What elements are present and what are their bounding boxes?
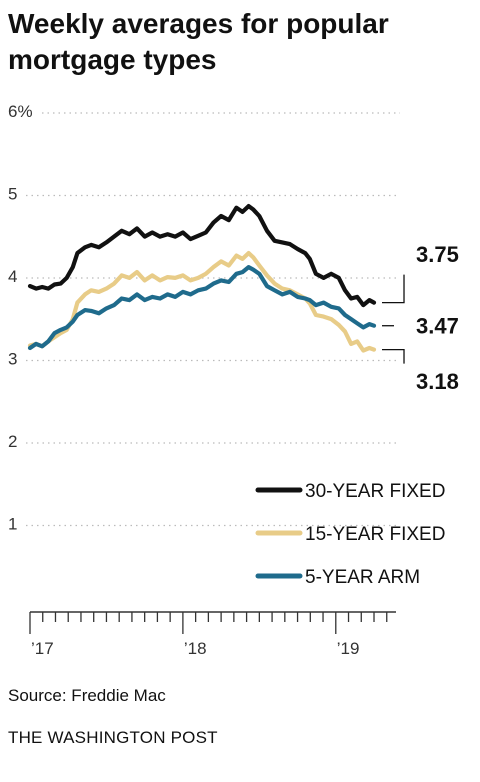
publisher-credit: THE WASHINGTON POST	[8, 728, 218, 747]
end-label-15-year: 3.18	[416, 369, 459, 394]
x-tick-label-’18: ’18	[184, 639, 207, 658]
x-axis: ’17 ’18 ’19	[29, 611, 396, 658]
legend-label-30-year-fixed: 30-YEAR FIXED	[305, 481, 445, 502]
y-tick-label-2: 2	[8, 432, 17, 451]
source-note: Source: Freddie Mac	[8, 686, 166, 705]
series-line-30-year-fixed	[27, 204, 377, 308]
series-lines	[27, 204, 377, 353]
y-axis-tick-labels: 6% 5 4 3 2 1	[8, 102, 33, 534]
leader-line-15-year	[382, 349, 405, 364]
end-label-30-year: 3.75	[416, 242, 459, 267]
end-label-5-year-arm: 3.47	[416, 314, 459, 339]
legend-label-5-year-arm: 5-YEAR ARM	[305, 567, 420, 588]
chart-title: Weekly averages for popular mortgage typ…	[8, 8, 389, 75]
series-line-15-year-fixed	[27, 251, 377, 353]
y-tick-label-1: 1	[8, 515, 17, 534]
y-tick-label-6: 6%	[8, 102, 33, 121]
x-tick-label-’17: ’17	[31, 639, 54, 658]
series-line-5-year-arm	[27, 265, 377, 351]
y-tick-label-5: 5	[8, 185, 17, 204]
y-tick-label-3: 3	[8, 350, 17, 369]
end-value-labels: 3.75 3.47 3.18	[382, 242, 459, 394]
leader-line-30-year	[382, 274, 405, 304]
legend-label-15-year-fixed: 15-YEAR FIXED	[305, 524, 445, 545]
x-tick-label-’19: ’19	[337, 639, 360, 658]
gridlines	[26, 112, 400, 527]
y-tick-label-4: 4	[8, 267, 17, 286]
legend: 30-YEAR FIXED 15-YEAR FIXED 5-YEAR ARM	[255, 481, 445, 588]
